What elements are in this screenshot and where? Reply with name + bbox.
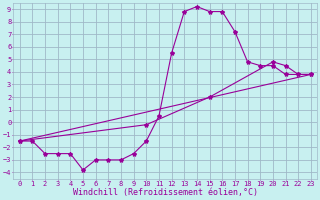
X-axis label: Windchill (Refroidissement éolien,°C): Windchill (Refroidissement éolien,°C) xyxy=(73,188,258,197)
